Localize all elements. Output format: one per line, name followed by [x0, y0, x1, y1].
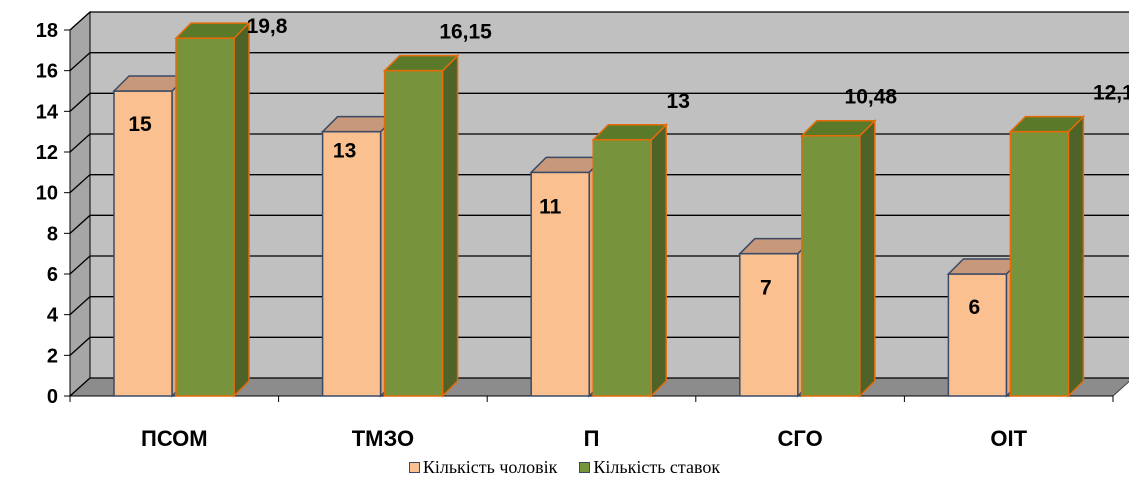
bar-series-2: [1009, 130, 1070, 397]
legend: Кількість чоловік Кількість ставок: [0, 457, 1129, 478]
gridline: [69, 52, 1129, 72]
bar-series-2-side: [650, 122, 667, 398]
bar-series-2-top: [591, 124, 669, 141]
bar-series-2: [383, 69, 444, 397]
data-label-series-2: 13: [667, 90, 690, 113]
gridline: [69, 174, 1129, 194]
category-label: ТМЗО: [352, 426, 414, 451]
category-label: СГО: [778, 426, 823, 451]
y-tick-label: 0: [47, 386, 58, 408]
gridline: [69, 133, 1129, 153]
bar-series-1: [321, 130, 382, 397]
bar-series-2: [175, 37, 235, 397]
y-tick-label: 10: [36, 183, 58, 205]
data-label-series-2: 12,1: [1093, 82, 1129, 105]
y-tick-labels: 0 2 4 6 8 10 12 14 16 18: [36, 20, 59, 408]
bar-series-1: [947, 273, 1008, 397]
y-tick-label: 16: [36, 61, 58, 83]
bar-series-2-side: [859, 118, 876, 398]
data-label-series-1: 7: [760, 277, 772, 300]
bar-series-2: [592, 139, 652, 397]
data-label-series-2: 16,15: [439, 21, 492, 44]
legend-swatch-series-2: [579, 462, 591, 473]
bar-series-2: [801, 134, 861, 397]
bar-series-2-top: [174, 22, 251, 39]
bar-series-2-top: [1008, 115, 1086, 133]
data-label-series-1: 15: [128, 113, 152, 136]
data-label-series-1: 6: [969, 296, 981, 319]
bar-series-2-top: [382, 54, 460, 72]
y-tick-label: 8: [47, 223, 58, 245]
data-label-series-1: 13: [333, 140, 356, 163]
bar-series-1: [113, 90, 173, 397]
bar-series-2-side: [441, 53, 459, 398]
gridline: [69, 214, 1129, 234]
data-label-series-1: 11: [539, 195, 562, 218]
legend-label-series-2: Кількість ставок: [593, 457, 721, 477]
data-label-series-2: 19,8: [247, 15, 288, 38]
y-tick-label: 4: [47, 305, 59, 327]
data-label-series-2: 10,48: [845, 86, 898, 109]
bar-series-1: [739, 252, 799, 397]
bar-series-2-side: [233, 21, 250, 398]
bars: [112, 21, 1086, 398]
side-wall: [69, 10, 91, 398]
y-tick-label: 14: [36, 101, 59, 123]
legend-item-series-2: Кількість ставок: [579, 457, 720, 478]
category-labels: ПСОМ ТМЗО П СГО ОІТ: [141, 426, 1028, 451]
y-tick-label: 18: [36, 20, 58, 42]
y-tick-label: 12: [36, 142, 58, 164]
y-tick-label: 6: [47, 264, 58, 286]
gridline: [69, 92, 1129, 112]
bar-series-1: [530, 171, 590, 397]
bar-series-2-side: [1067, 114, 1085, 398]
legend-item-series-1: Кількість чоловік: [408, 457, 558, 478]
legend-swatch-series-1: [408, 462, 420, 473]
bar-series-2-top: [799, 119, 877, 137]
category-label: ОІТ: [990, 426, 1027, 451]
legend-label-series-1: Кількість чоловік: [422, 457, 558, 477]
data-labels: 15 19,8 13 16,15 11 13 7 10,48 6 12,1: [128, 15, 1129, 319]
gridline: [69, 11, 1129, 31]
axes: [64, 29, 1114, 402]
category-label: ПСОМ: [141, 426, 208, 451]
y-tick-label: 2: [47, 345, 58, 367]
bar-chart: 0 2 4 6 8 10 12 14 16 18 15 19,8 13 16,15 11 13 7 10,48 6…: [36, 10, 1129, 451]
category-label: П: [584, 426, 600, 451]
